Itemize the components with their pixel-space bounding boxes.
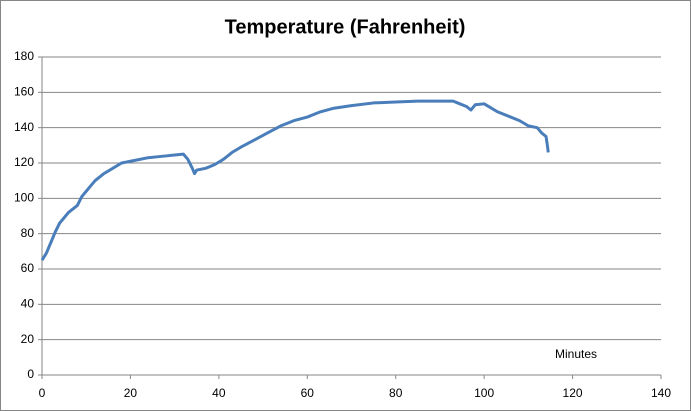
x-axis-label: Minutes bbox=[555, 347, 597, 361]
y-tick-label: 120 bbox=[14, 155, 34, 169]
x-tick-label: 140 bbox=[651, 386, 671, 400]
y-tick-label: 160 bbox=[14, 85, 34, 99]
y-tick-label: 60 bbox=[21, 261, 35, 275]
y-tick-label: 100 bbox=[14, 191, 34, 205]
y-tick-label: 180 bbox=[14, 49, 34, 63]
y-tick-label: 140 bbox=[14, 120, 34, 134]
x-tick-label: 0 bbox=[39, 386, 46, 400]
x-tick-label: 60 bbox=[301, 386, 315, 400]
chart-title: Temperature (Fahrenheit) bbox=[225, 16, 466, 38]
x-tick-label: 100 bbox=[474, 386, 494, 400]
y-tick-label: 20 bbox=[21, 332, 35, 346]
x-tick-label: 120 bbox=[563, 386, 583, 400]
x-tick-label: 80 bbox=[389, 386, 403, 400]
y-tick-label: 80 bbox=[21, 226, 35, 240]
y-tick-label: 40 bbox=[21, 297, 35, 311]
x-tick-label: 40 bbox=[212, 386, 226, 400]
x-tick-label: 20 bbox=[124, 386, 138, 400]
data-line bbox=[40, 99, 550, 261]
y-tick-label: 0 bbox=[27, 367, 34, 381]
